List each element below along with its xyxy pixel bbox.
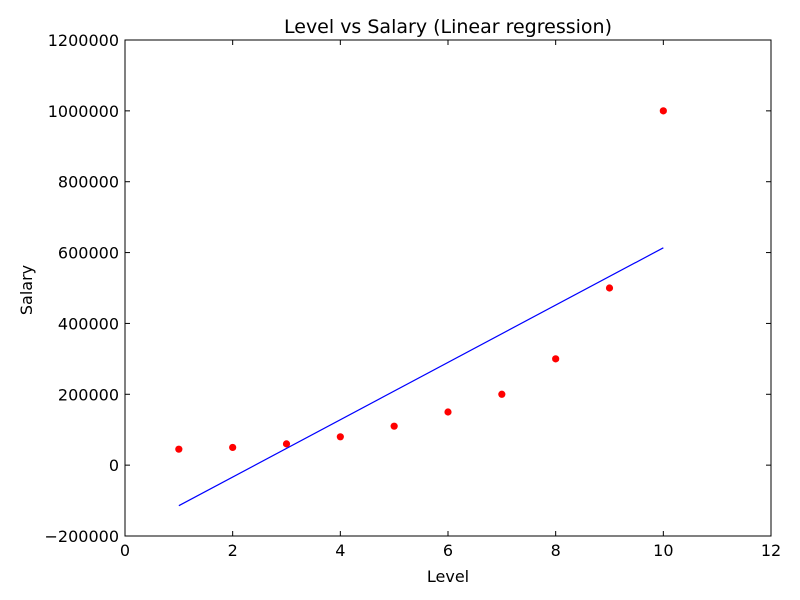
data-point [444,408,452,416]
x-tick-label: 10 [653,541,673,560]
data-point [282,440,291,448]
y-tick-label: −200000 [45,527,119,546]
data-point [605,284,614,292]
plot-area: 0 2 4 6 8 10 12−200000020000040000060000080000… [45,31,782,560]
y-tick-label: 0 [109,456,119,475]
y-tick-label: 200000 [58,385,119,404]
chart-title: Level vs Salary (Linear regression) [284,16,612,38]
y-tick-label: 600000 [58,244,119,263]
data-point [229,443,237,452]
x-tick-label: 2 [228,541,238,560]
data-point [498,390,506,398]
y-axis-label: Salary [17,265,36,315]
data-point [390,422,398,430]
y-tick-label: 1200000 [48,31,119,50]
data-point [659,107,667,115]
y-tick-label: 800000 [58,173,119,192]
x-tick-label: 0 [120,541,130,560]
x-tick-label: 12 [761,541,781,560]
x-tick-label: 4 [335,541,345,560]
x-tick-label: 6 [443,541,453,560]
y-tick-label: 400000 [58,314,119,333]
regression-line [178,247,664,507]
data-point [552,355,560,363]
x-tick-label: 8 [551,541,561,560]
data-point [175,445,183,453]
data-point [336,433,344,441]
plot-frame [124,39,772,537]
y-tick-label: 1000000 [48,102,119,121]
x-axis-label: Level [427,567,469,586]
